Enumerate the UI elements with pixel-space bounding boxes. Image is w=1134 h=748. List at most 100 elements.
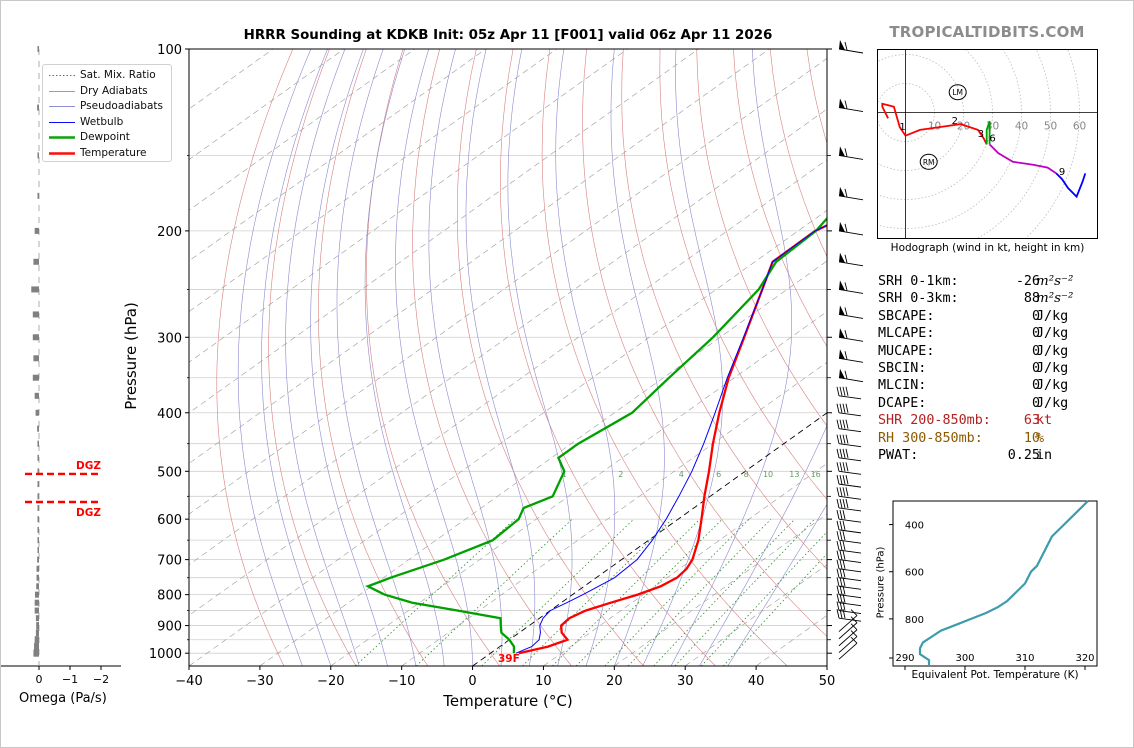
mixing-ratio-line [674,518,815,666]
theta-e-x-tick-label: 320 [1075,653,1094,664]
stat-value: 0.25 [1007,448,1040,463]
omega-bar [31,286,39,293]
stat-value: 0 [1031,326,1040,342]
mixing-ratio-label: 16 [811,470,821,479]
dry-adiabat-line [412,49,572,666]
legend-label: Wetbulb [80,115,124,128]
wind-barb [838,616,858,640]
dry-adiabat-line [696,49,827,427]
omega-bar [37,537,39,544]
stat-label: SBCAPE: [878,308,935,324]
mixing-ratio-line [575,518,723,666]
hodograph-height-label: 6 [989,134,995,145]
dry-adiabat-line [457,49,644,666]
isotherm-line [189,49,415,211]
legend-entry: Temperature [47,146,169,161]
wind-barb [838,636,858,660]
wind-barb [838,328,864,342]
wind-barb [836,498,862,512]
legend-label: Temperature [80,146,147,159]
wind-barb [836,448,862,462]
moist-adiabat-line [670,49,792,666]
omega-bar [37,192,39,199]
storm-motion-label: RM [923,158,935,167]
stat-value: 0 [1031,308,1040,324]
legend-swatch [49,136,75,139]
legend-entry: Dewpoint [47,130,169,145]
omega-bar [37,547,39,554]
moist-adiabat-line [507,49,573,666]
omega-panel: 0 −1 −2 DGZ DGZ [1,46,121,686]
dry-adiabat-line [659,49,827,500]
y-tick-label: 400 [157,407,182,422]
omega-bar [32,311,39,318]
stat-value: 88 [1023,291,1040,307]
stat-label: RH 300-850mb: [878,430,983,446]
y-tick-label: 700 [157,554,182,569]
stat-unit: % [1036,430,1045,446]
dry-adiabat-line [582,49,827,637]
isotherm-line [189,159,827,616]
moist-adiabat-line [699,424,827,666]
mixing-ratio-label: 30 [877,470,881,479]
hodograph-ring-label: 60 [1073,121,1086,133]
mixing-ratio-label: 8 [744,470,749,479]
skewt-y-label: Pressure (hPa) [122,302,140,410]
stat-value: 10 [1023,430,1040,446]
wind-barb [836,531,862,544]
wind-barb [836,540,862,554]
isotherm-line [330,311,827,666]
stat-unit: J/kg [1036,361,1069,376]
mixing-ratio-line [355,518,515,666]
isotherm-line [543,463,827,666]
stat-label: MLCAPE: [878,326,935,342]
omega-bar [34,607,39,614]
y-tick-label: 200 [157,225,182,240]
theta-e-x-tick-label: 290 [895,653,914,664]
hodograph-height-label: 3 [978,129,984,140]
hodograph-height-label: 2 [952,116,958,127]
mixing-ratio-line [627,518,772,666]
stat-value: 0 [1031,395,1040,411]
wind-barb [836,386,862,400]
stat-value: 63 [1023,413,1040,429]
omega-bar [35,615,39,622]
x-tick-label: 40 [748,674,765,689]
stat-label: PWAT: [878,448,919,463]
y-tick-label: 300 [157,331,182,346]
y-tick-label: 1000 [149,647,182,662]
omega-bar [34,392,39,399]
omega-bar [37,556,39,563]
hodograph-trace [988,143,1057,175]
x-tick-label: 50 [819,674,836,689]
wind-barb [838,623,858,647]
omega-bar [33,258,39,265]
omega-axis-label: Omega (Pa/s) [19,691,107,706]
isotherm-line [189,209,827,666]
omega-bar [37,504,39,511]
isotherm-line [189,49,345,161]
mixing-ratio-label: 10 [763,470,773,479]
theta-e-x-tick-label: 310 [1015,653,1034,664]
hodograph-ring [877,49,1022,229]
dgz-label: DGZ [76,460,101,472]
omega-bar [35,629,39,637]
moist-adiabat-line [727,503,827,666]
x-tick-label: −30 [246,674,273,689]
omega-bar [34,636,39,644]
omega-bar [37,468,39,475]
storm-motion-marker [919,153,938,170]
storm-motion-label: LM [952,88,963,97]
isotherm-line [189,49,486,262]
stat-label: SRH 0-3km: [878,291,959,307]
stat-value: 0 [1031,378,1040,394]
legend-swatch [49,90,75,92]
stat-label: MLCIN: [878,378,927,394]
mixing-ratio-line [522,518,673,666]
omega-bar [32,374,39,381]
y-tick-label: 500 [157,465,182,480]
omega-tick-label: −2 [93,673,109,686]
isotherm-line [189,108,827,566]
